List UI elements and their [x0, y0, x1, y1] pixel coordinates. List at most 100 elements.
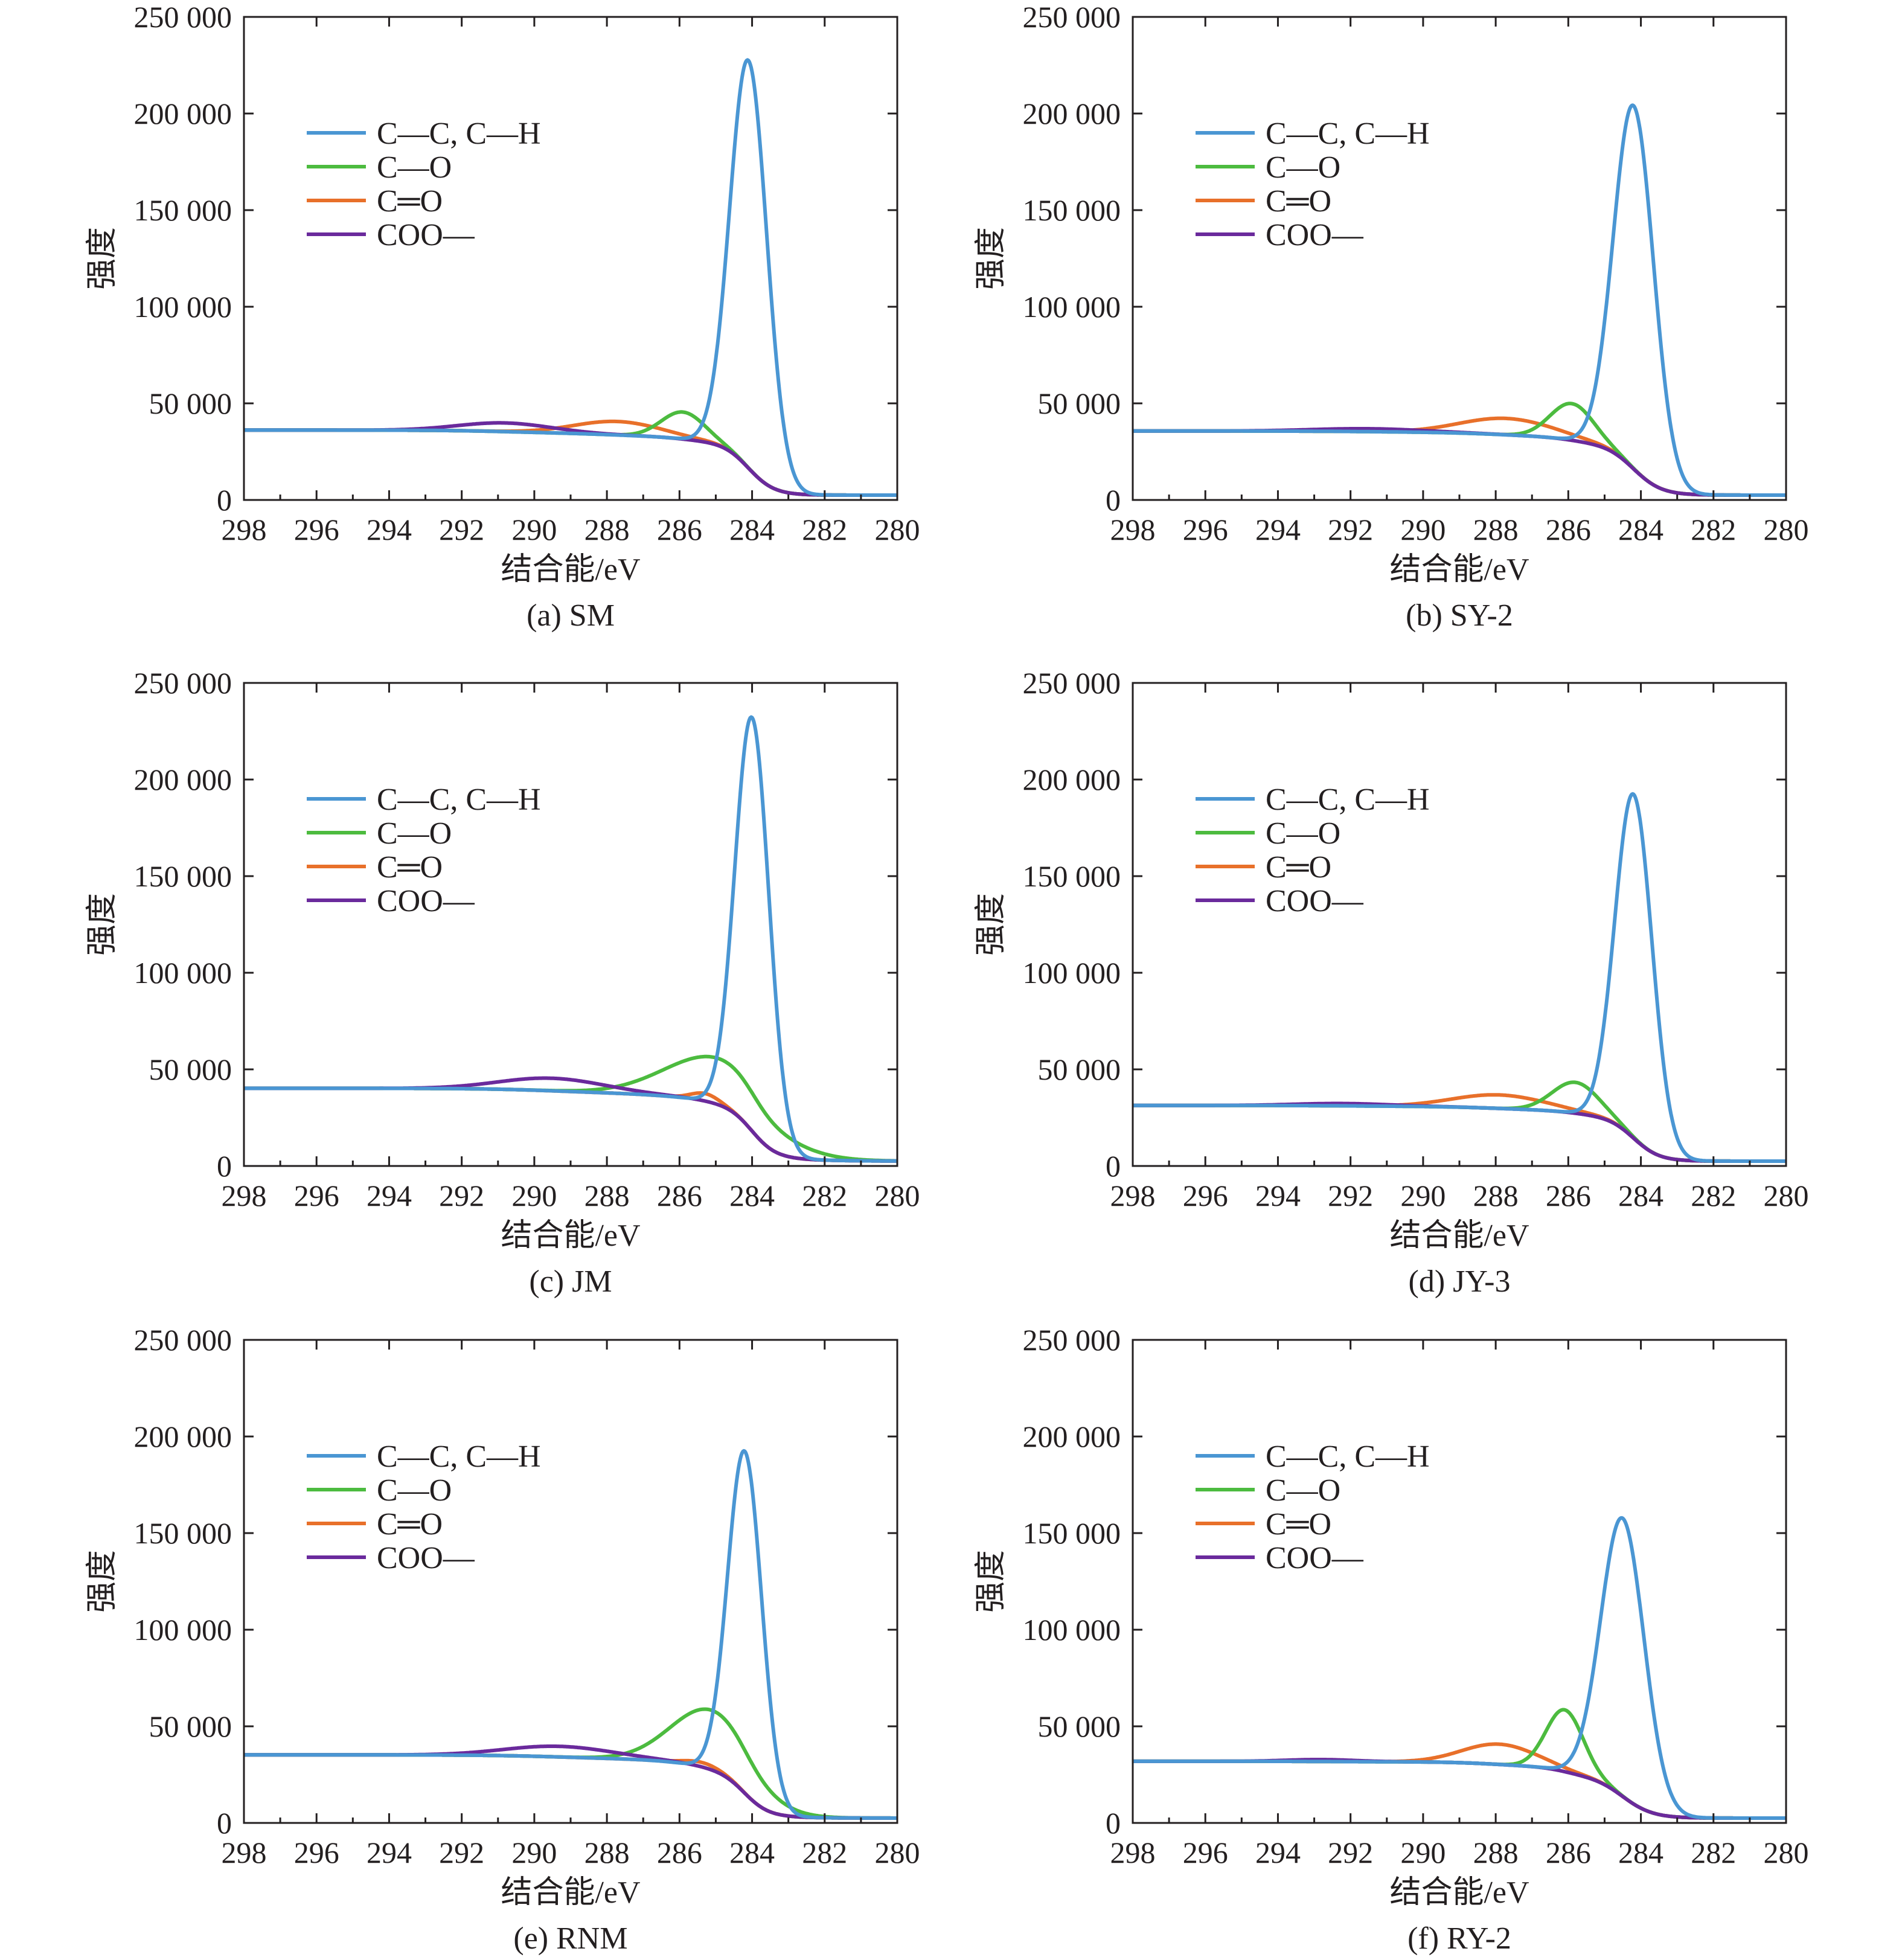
y-tick-label: 0 [1106, 1806, 1121, 1840]
x-tick-label: 298 [1110, 513, 1156, 546]
y-tick-label: 150 000 [1023, 1516, 1121, 1550]
y-axis-label: 强度 [974, 227, 1008, 290]
x-tick-label: 290 [1400, 1179, 1446, 1212]
x-tick-label: 298 [222, 1836, 267, 1869]
x-tick-label: 296 [294, 1836, 339, 1869]
x-tick-label: 298 [222, 513, 267, 546]
legend-label: C—C, C—H [377, 117, 541, 151]
y-tick-label: 50 000 [149, 1052, 232, 1086]
x-tick-label: 284 [1618, 513, 1663, 546]
legend-label: COO— [377, 1541, 475, 1575]
x-tick-label: 286 [1546, 1179, 1591, 1212]
x-tick-label: 280 [1764, 513, 1809, 546]
x-tick-label: 288 [584, 513, 630, 546]
y-tick-label: 100 000 [1023, 290, 1121, 324]
series-line-1 [1133, 402, 1786, 497]
legend-label: C—C, C—H [1266, 783, 1430, 817]
series-line-2 [1133, 1742, 1786, 1820]
legend-label: C═O [1266, 850, 1331, 885]
y-tick-label: 200 000 [1023, 763, 1121, 796]
panel-caption: (f) RY-2 [1407, 1921, 1511, 1956]
x-tick-label: 296 [294, 1179, 339, 1212]
y-tick-label: 200 000 [134, 97, 232, 130]
legend-label: C—O [1266, 816, 1340, 851]
x-axis-label: 结合能/eV [501, 1219, 640, 1253]
y-tick-label: 150 000 [134, 859, 232, 893]
y-tick-label: 0 [1106, 483, 1121, 517]
series-line-1 [244, 1054, 897, 1163]
panel-caption: (a) SM [527, 598, 615, 633]
y-tick-label: 250 000 [1023, 1323, 1121, 1357]
x-tick-label: 292 [439, 513, 484, 546]
legend-label: COO— [1266, 884, 1364, 918]
y-tick-label: 200 000 [1023, 1420, 1121, 1453]
series-line-2 [244, 1753, 897, 1820]
legend-label: COO— [377, 218, 475, 252]
y-tick-label: 200 000 [134, 763, 232, 796]
y-tick-label: 250 000 [1023, 0, 1121, 34]
series-line-0 [244, 58, 897, 497]
y-tick-label: 150 000 [134, 193, 232, 227]
x-tick-label: 292 [439, 1179, 484, 1212]
x-tick-label: 286 [657, 1179, 702, 1212]
plot-frame [243, 1339, 898, 1824]
x-tick-label: 290 [511, 1179, 557, 1212]
y-tick-label: 50 000 [149, 386, 232, 420]
x-axis-label: 结合能/eV [1389, 1875, 1529, 1910]
x-tick-label: 296 [1183, 1179, 1228, 1212]
plot-frame [243, 682, 898, 1167]
x-tick-label: 296 [294, 513, 339, 546]
x-tick-label: 286 [1546, 1836, 1591, 1869]
chart-panel-3: 298 296 294 292 290 288 286 284 282 280 0 50 000 100… [974, 666, 1809, 1299]
legend-label: C═O [377, 1507, 443, 1542]
chart-panel-4: 298 296 294 292 290 288 286 284 282 280 0 50 000 100… [85, 1323, 920, 1956]
x-tick-label: 296 [1183, 513, 1228, 546]
x-axis-label: 结合能/eV [1389, 1219, 1529, 1253]
x-tick-label: 294 [367, 1179, 412, 1212]
y-tick-label: 100 000 [1023, 1613, 1121, 1647]
y-tick-label: 250 000 [134, 0, 232, 34]
x-tick-label: 292 [1328, 1836, 1373, 1869]
legend-label: C═O [377, 850, 443, 885]
x-tick-label: 298 [222, 1179, 267, 1212]
y-tick-label: 250 000 [1023, 666, 1121, 700]
legend-label: C—O [377, 816, 452, 851]
x-axis-label: 结合能/eV [501, 1875, 640, 1910]
y-tick-label: 150 000 [1023, 859, 1121, 893]
x-tick-label: 288 [584, 1836, 630, 1869]
x-tick-label: 284 [729, 513, 775, 546]
legend-label: C—O [1266, 1473, 1340, 1508]
y-axis-label: 强度 [85, 227, 120, 290]
y-tick-label: 50 000 [1038, 1709, 1121, 1743]
panel-caption: (b) SY-2 [1406, 598, 1513, 633]
y-tick-label: 250 000 [134, 1323, 232, 1357]
y-tick-label: 50 000 [1038, 1052, 1121, 1086]
chart-panel-5: 298 296 294 292 290 288 286 284 282 280 0 50 000 100… [974, 1323, 1809, 1956]
x-tick-label: 294 [367, 513, 412, 546]
x-tick-label: 294 [367, 1836, 412, 1869]
x-tick-label: 288 [584, 1179, 630, 1212]
series-line-3 [1133, 1101, 1786, 1163]
y-tick-label: 150 000 [1023, 193, 1121, 227]
legend-label: C—O [1266, 150, 1340, 185]
series-line-0 [244, 715, 897, 1163]
plot-frame [1132, 682, 1787, 1167]
x-tick-label: 296 [1183, 1836, 1228, 1869]
y-tick-label: 150 000 [134, 1516, 232, 1550]
legend-label: C═O [1266, 184, 1331, 219]
x-tick-label: 282 [1691, 513, 1736, 546]
series-line-0 [1133, 792, 1786, 1163]
legend-label: C—C, C—H [377, 1440, 541, 1474]
x-tick-label: 294 [1255, 1836, 1301, 1869]
x-tick-label: 288 [1473, 513, 1519, 546]
legend-label: C—O [377, 1473, 452, 1508]
series-line-3 [1133, 1758, 1786, 1820]
legend-label: C—C, C—H [1266, 1440, 1430, 1474]
y-tick-label: 100 000 [134, 290, 232, 324]
x-tick-label: 290 [1400, 1836, 1446, 1869]
y-tick-label: 0 [217, 483, 232, 517]
legend-label: COO— [1266, 1541, 1364, 1575]
x-tick-label: 282 [802, 1836, 847, 1869]
chart-panel-2: 298 296 294 292 290 288 286 284 282 280 0 50 000 100… [85, 666, 920, 1299]
